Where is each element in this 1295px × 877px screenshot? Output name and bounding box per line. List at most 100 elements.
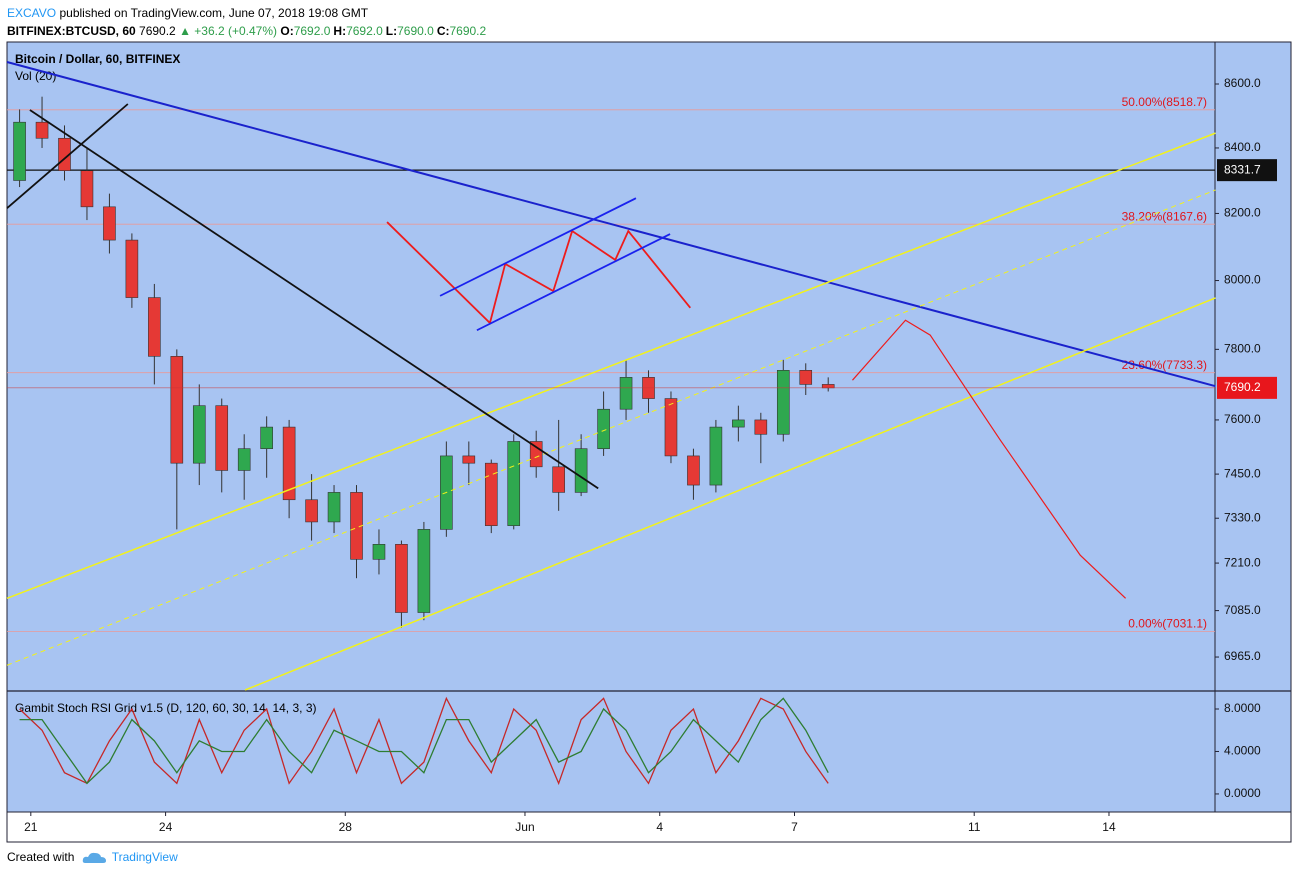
- candle-body: [597, 408, 610, 449]
- x-tick-label: 21: [24, 820, 38, 834]
- ohlc-value: 7690.2: [449, 24, 487, 38]
- candle-body: [754, 419, 768, 435]
- y-tick-label: 4.0000: [1224, 744, 1261, 758]
- ohlc-key: O:: [280, 24, 294, 38]
- axis-bg: [1215, 42, 1291, 812]
- y-tick-label: 8.0000: [1224, 701, 1261, 715]
- footer: Created with TradingView: [7, 850, 178, 865]
- trend-drawing: [244, 297, 1216, 691]
- y-tick-label: 8600.0: [1224, 76, 1261, 90]
- y-tick-label: 7800.0: [1224, 342, 1261, 356]
- indicator-line: [19, 697, 829, 785]
- header: EXCAVO published on TradingView.com, Jun…: [7, 4, 489, 40]
- ohlc-value: 7692.0: [346, 24, 383, 38]
- candle-body: [552, 466, 565, 493]
- fib-label: 0.00%(7031.1): [1128, 617, 1207, 631]
- symbol: BITFINEX:BTCUSD, 60: [7, 24, 136, 38]
- y-tick-label: 7600.0: [1224, 412, 1261, 426]
- candle-body: [642, 377, 655, 399]
- tag-bg: [1217, 376, 1277, 399]
- candle-body: [103, 206, 116, 241]
- trend-drawing: [852, 319, 1127, 599]
- candle-body: [709, 426, 723, 486]
- candle-body: [282, 426, 296, 501]
- candle-body: [170, 356, 184, 464]
- ohlc-value: 7690.0: [397, 24, 434, 38]
- y-tick-label: 7210.0: [1224, 555, 1261, 569]
- ohlc-key: L:: [385, 24, 398, 38]
- candle-body: [619, 377, 633, 410]
- y-tick-label: 8000.0: [1224, 273, 1261, 287]
- candle-body: [192, 405, 206, 464]
- trend-drawing: [6, 61, 1216, 388]
- y-tick-label: 8200.0: [1224, 206, 1261, 220]
- candle-body: [529, 441, 543, 468]
- candle-body: [417, 529, 431, 613]
- candle-body: [260, 426, 273, 449]
- candle-body: [687, 455, 700, 486]
- candle-body: [237, 448, 251, 471]
- fib-label: 38.20%(8167.6): [1122, 209, 1207, 223]
- candle-body: [80, 170, 94, 208]
- fib-label: 23.60%(7733.3): [1122, 358, 1207, 372]
- candle-body: [58, 137, 71, 171]
- logo: [82, 852, 106, 863]
- x-tick-label: 4: [656, 820, 663, 834]
- chart-title: Bitcoin / Dollar, 60, BITFINEX: [15, 52, 180, 66]
- candle-body: [148, 297, 161, 357]
- chart-subtitle: Vol (20): [15, 69, 56, 83]
- candle-body: [372, 544, 386, 560]
- tag-bg: [1217, 159, 1277, 182]
- y-tick-label: 7450.0: [1224, 466, 1261, 480]
- published: published on TradingView.com, June 07, 2…: [59, 6, 369, 20]
- y-tick-label: 8400.0: [1224, 140, 1261, 154]
- change: ▲ +36.2 (+0.47%): [179, 24, 278, 38]
- trend-drawing: [29, 109, 599, 490]
- x-tick-label: 24: [159, 820, 173, 834]
- header-line: EXCAVO published on TradingView.com, Jun…: [7, 4, 489, 22]
- candle-body: [664, 398, 678, 457]
- candle-body: [776, 370, 790, 435]
- trend-drawing: [386, 221, 691, 325]
- ohlc: O:7692.0 H:7692.0 L:7690.0 C:7690.2: [280, 24, 489, 38]
- last-price-tag: 7690.2: [1224, 380, 1261, 394]
- candle-body: [327, 492, 341, 523]
- trend-drawing: [476, 233, 671, 332]
- candle-body: [484, 462, 498, 526]
- x-tick-label: 7: [791, 820, 798, 834]
- x-tick-label: 11: [968, 820, 981, 834]
- y-tick-label: 7330.0: [1224, 510, 1261, 524]
- x-tick-label: Jun: [515, 820, 534, 834]
- y-tick-label: 0.0000: [1224, 786, 1261, 800]
- x-tick-label: 28: [339, 820, 353, 834]
- candle-body: [395, 544, 408, 613]
- indicator-line: [19, 696, 829, 786]
- candle-body: [732, 419, 745, 428]
- frame: [6, 41, 1292, 843]
- candle-body: [440, 455, 453, 530]
- candle-body: [462, 455, 476, 464]
- last: 7690.2: [139, 24, 176, 38]
- y-tick-label: 6965.0: [1224, 649, 1261, 663]
- ohlc-value: 7692.0: [293, 24, 331, 38]
- candle-body: [13, 121, 26, 181]
- candle-body: [125, 239, 139, 298]
- trend-drawing: [6, 132, 1216, 600]
- author[interactable]: EXCAVO: [7, 6, 57, 20]
- candle-body: [799, 370, 813, 385]
- header-line: BITFINEX:BTCUSD, 60 7690.2 ▲ +36.2 (+0.4…: [7, 22, 489, 40]
- ohlc-key: C:: [436, 24, 450, 38]
- x-tick-label: 14: [1102, 820, 1116, 834]
- brand[interactable]: TradingView: [111, 850, 178, 864]
- trend-drawing: [439, 197, 637, 297]
- y-tick-label: 7085.0: [1224, 603, 1261, 617]
- candle-body: [215, 405, 229, 471]
- fib-label: 50.00%(8518.7): [1122, 95, 1207, 109]
- candle-body: [350, 492, 363, 560]
- trend-drawing: [6, 189, 1216, 666]
- candle-body: [507, 441, 521, 526]
- plot-bg: [7, 42, 1215, 812]
- candle-body: [305, 499, 318, 523]
